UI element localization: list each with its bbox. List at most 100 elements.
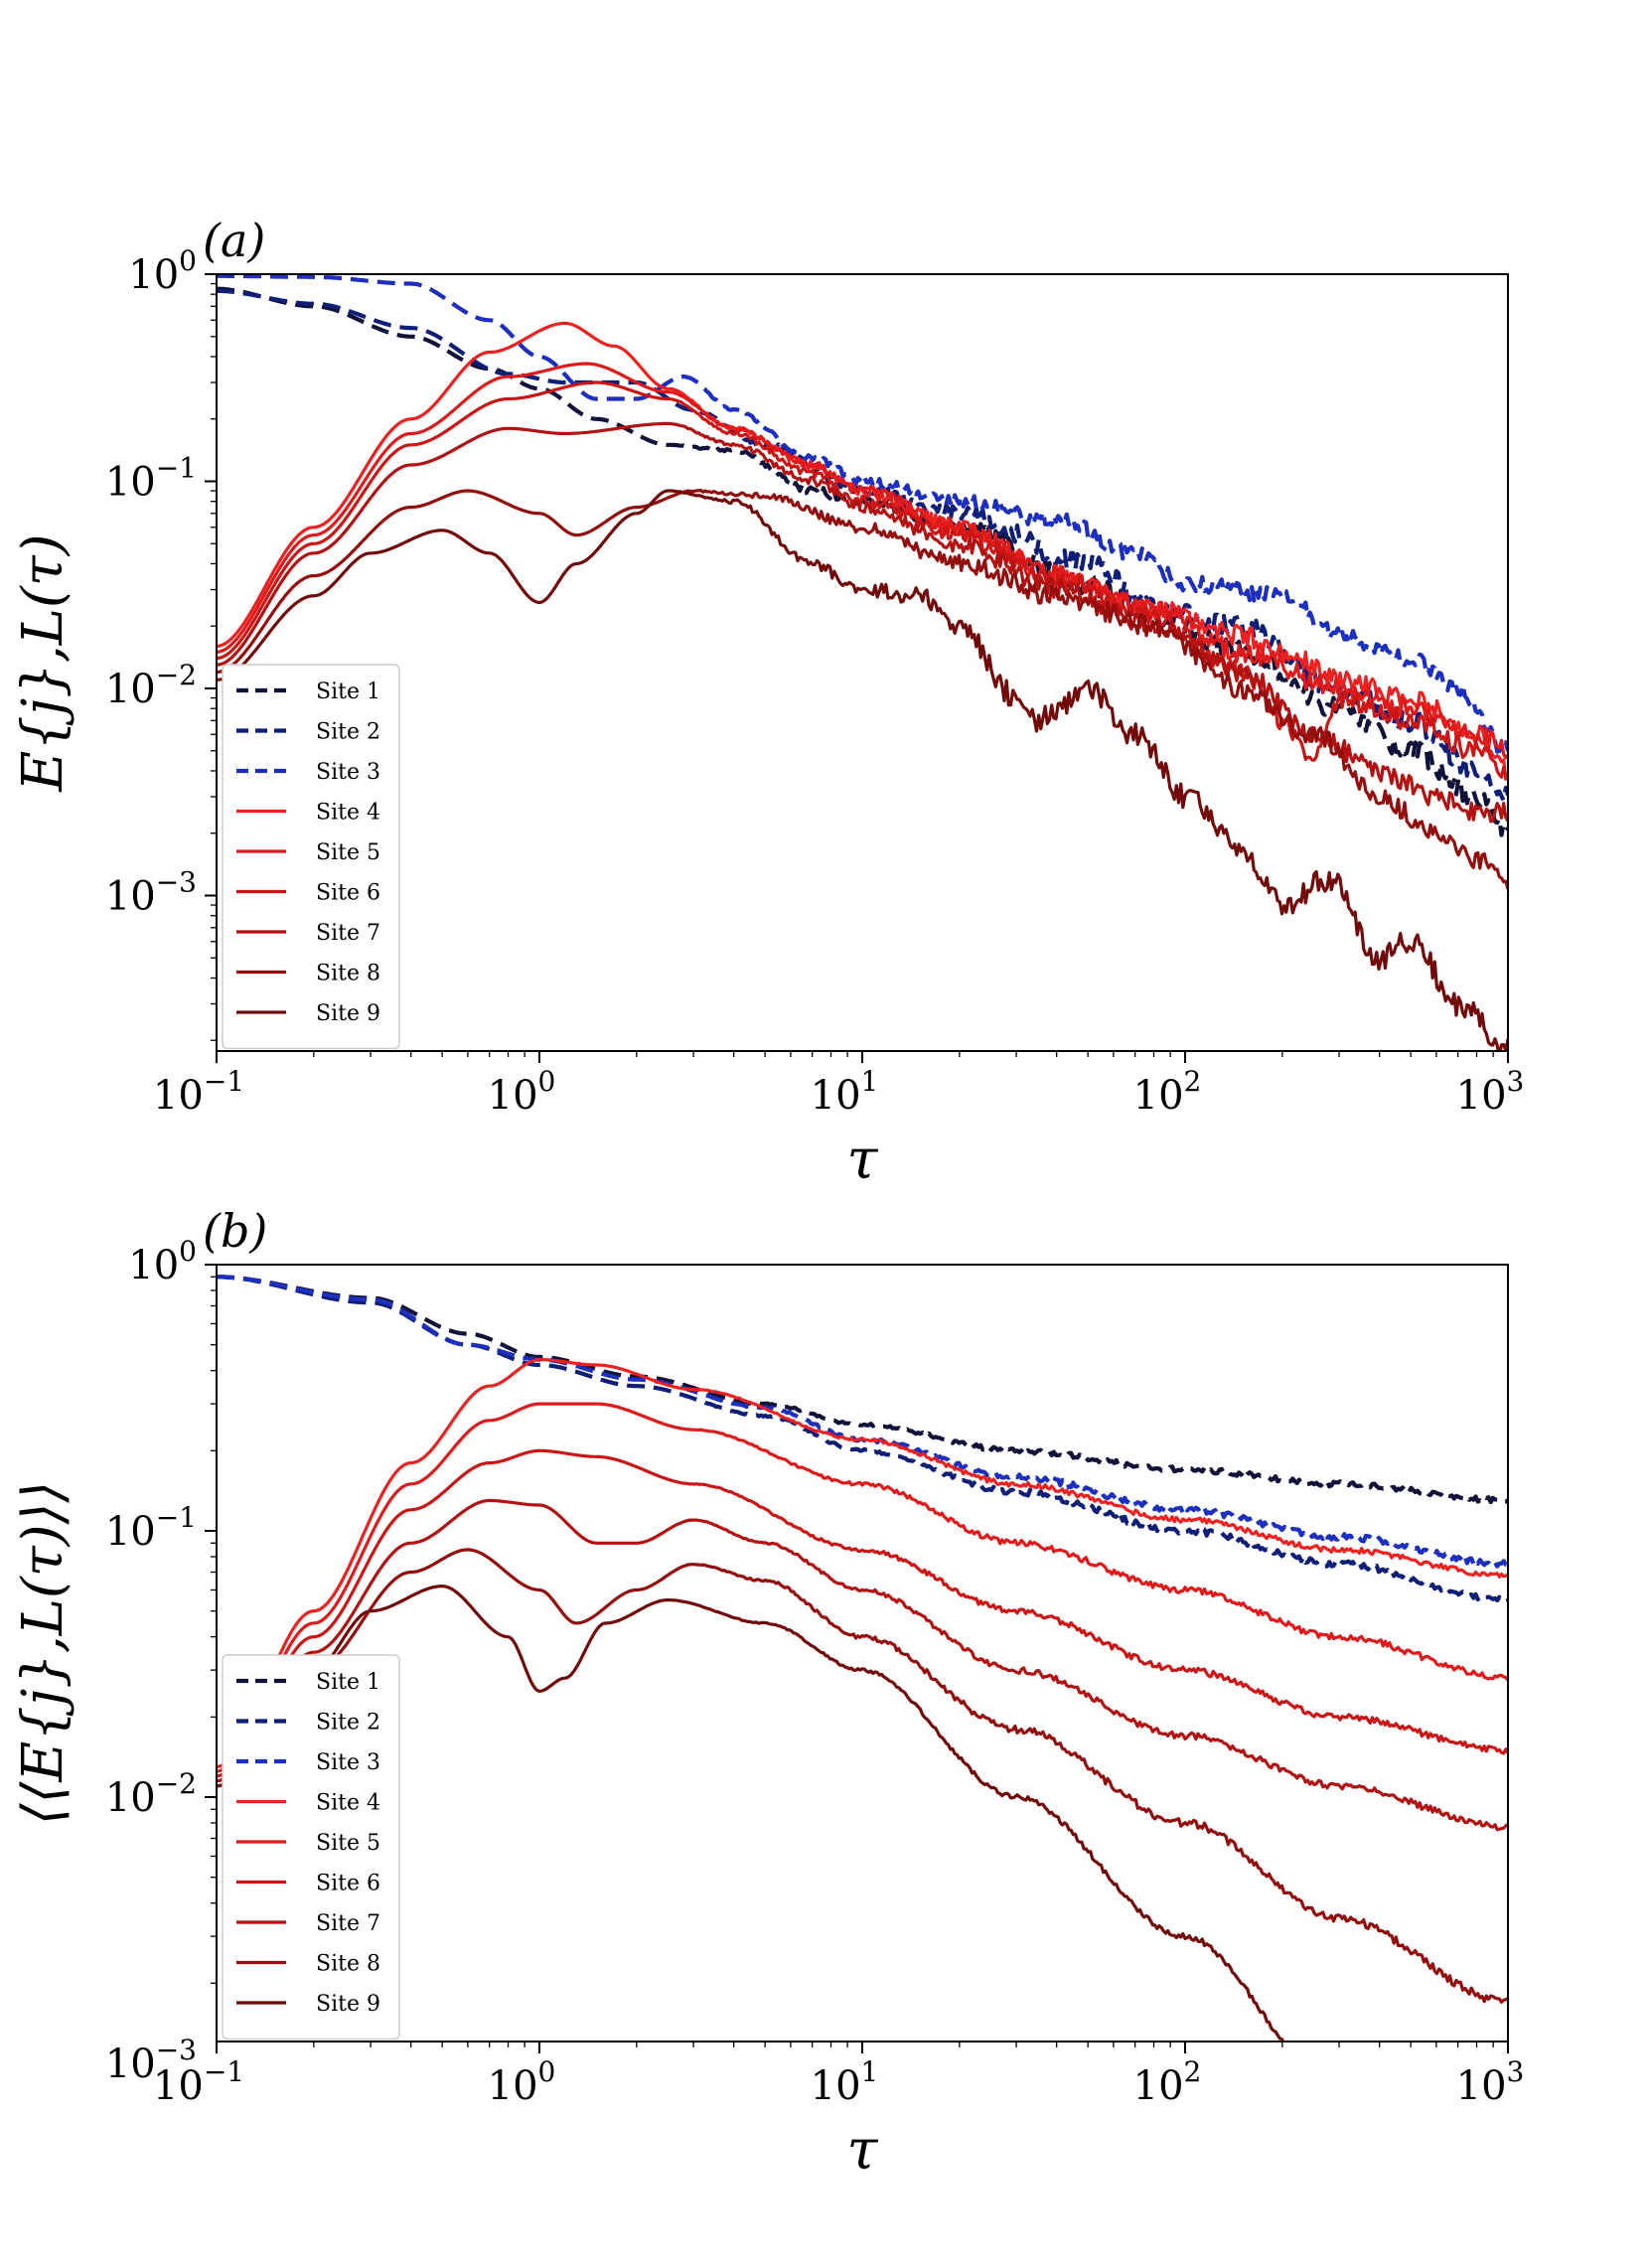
x-tick-base: 10 — [811, 2063, 861, 2109]
panel-label: (b) — [203, 1204, 267, 1258]
legend-label: Site 6 — [316, 881, 380, 906]
x-tick-base: 10 — [1133, 2063, 1184, 2109]
legend-label: Site 6 — [316, 1872, 380, 1896]
y-tick-label: 10−1 — [105, 1501, 197, 1555]
y-tick-base: 10 — [105, 1509, 156, 1555]
y-tick-exponent: 0 — [179, 244, 197, 277]
x-tick-label: 100 — [488, 2055, 556, 2109]
x-axis-label: τ — [847, 1128, 879, 1192]
legend-label: Site 8 — [316, 1952, 380, 1977]
y-tick-base: 10 — [105, 1775, 156, 1821]
y-tick-label: 100 — [128, 1235, 197, 1288]
x-tick-exponent: 1 — [861, 2055, 879, 2088]
legend-frame — [222, 1654, 400, 2041]
x-tick-label: 101 — [811, 2055, 879, 2109]
x-tick-label: 10−1 — [153, 1065, 244, 1119]
legend-label: Site 7 — [316, 921, 380, 946]
y-tick-label: 10−1 — [105, 452, 197, 506]
legend-label: Site 2 — [316, 720, 380, 745]
legend-label: Site 7 — [316, 1911, 380, 1936]
x-tick-exponent: 0 — [538, 1065, 556, 1098]
legend-label: Site 3 — [316, 760, 380, 785]
series-line-site-5 — [217, 1402, 1508, 1773]
x-tick-exponent: 2 — [1184, 2055, 1202, 2088]
legend-label: Site 4 — [316, 801, 380, 826]
x-tick-label: 10−1 — [153, 2055, 244, 2109]
x-tick-label: 101 — [811, 1065, 879, 1119]
series-line-site-9 — [217, 1585, 1285, 2041]
x-tick-exponent: 1 — [861, 1065, 879, 1098]
series-line-site-6 — [217, 1448, 1508, 1778]
y-tick-exponent: −1 — [156, 452, 197, 485]
series-group — [217, 274, 1508, 1051]
legend-label: Site 1 — [316, 1670, 380, 1695]
series-line-site-1 — [217, 1275, 1508, 1505]
y-tick-exponent: −3 — [156, 2034, 197, 2066]
series-line-site-8 — [217, 488, 1508, 890]
legend-label: Site 3 — [316, 1750, 380, 1775]
x-tick-label: 102 — [1133, 2055, 1202, 2109]
series-line-site-6 — [217, 380, 1508, 779]
x-tick-exponent: 3 — [1507, 2055, 1525, 2088]
legend-frame — [222, 664, 400, 1050]
y-tick-exponent: 0 — [179, 1235, 197, 1268]
series-line-site-5 — [217, 362, 1508, 760]
x-tick-exponent: 0 — [538, 2055, 556, 2088]
y-tick-exponent: −3 — [156, 866, 197, 899]
y-tick-label: 10−2 — [105, 659, 197, 712]
series-line-site-2 — [217, 288, 1508, 803]
series-line-site-7 — [217, 1498, 1508, 1832]
y-tick-label: 10−3 — [105, 866, 197, 920]
series-line-site-3 — [217, 274, 1508, 754]
x-tick-base: 10 — [1133, 1073, 1184, 1119]
x-tick-label: 102 — [1133, 1065, 1202, 1119]
series-line-site-9 — [217, 489, 1508, 1051]
x-tick-exponent: 3 — [1507, 1065, 1525, 1098]
legend-label: Site 5 — [316, 1831, 380, 1856]
y-tick-label: 100 — [128, 244, 197, 298]
x-tick-base: 10 — [488, 1073, 538, 1119]
panel-a: 10−1 100 101 102 10310010−110−210−3(a)τE{j},… — [11, 214, 1524, 1192]
y-tick-label: 10−3 — [105, 2034, 197, 2087]
x-tick-base: 10 — [1456, 2063, 1507, 2109]
legend-label: Site 1 — [316, 680, 380, 704]
legend: Site 1 Site 2 Site 3 Site 4 Site 5 Site 6 Site… — [222, 1654, 400, 2041]
y-tick-exponent: −2 — [156, 659, 197, 691]
y-axis-label: ⟨⟨E{j},L(τ)⟩⟩ — [11, 1481, 75, 1826]
y-tick-base: 10 — [128, 1243, 179, 1288]
x-axis-label: τ — [847, 2118, 879, 2183]
series-line-site-8 — [217, 1548, 1508, 2004]
y-tick-base: 10 — [105, 874, 156, 920]
legend: Site 1 Site 2 Site 3 Site 4 Site 5 Site 6 Site… — [222, 664, 400, 1050]
panel-b: 10−1 100 101 102 10310010−110−210−3(b)τ⟨⟨E{j… — [11, 1204, 1525, 2183]
y-tick-base: 10 — [128, 252, 179, 298]
x-tick-base: 10 — [811, 1073, 861, 1119]
x-tick-base: 10 — [488, 2063, 538, 2109]
x-tick-label: 103 — [1456, 1065, 1525, 1119]
x-tick-base: 10 — [153, 2063, 204, 2109]
legend-label: Site 2 — [316, 1711, 380, 1736]
y-tick-exponent: −1 — [156, 1501, 197, 1534]
y-axis-label: E{j},L(τ) — [11, 533, 75, 792]
x-tick-base: 10 — [153, 1073, 204, 1119]
x-tick-exponent: 2 — [1184, 1065, 1202, 1098]
x-tick-label: 100 — [488, 1065, 556, 1119]
series-line-site-4 — [217, 1358, 1508, 1769]
y-tick-base: 10 — [105, 460, 156, 506]
y-tick-base: 10 — [105, 667, 156, 712]
series-line-site-1 — [217, 286, 1508, 837]
y-tick-label: 10−2 — [105, 1767, 197, 1821]
legend-label: Site 9 — [316, 1001, 380, 1026]
x-tick-label: 103 — [1456, 2055, 1525, 2109]
y-tick-exponent: −2 — [156, 1767, 197, 1800]
series-group — [217, 1275, 1508, 2041]
y-tick-base: 10 — [105, 2041, 156, 2087]
panel-label: (a) — [203, 214, 265, 267]
legend-label: Site 4 — [316, 1791, 380, 1816]
legend-label: Site 8 — [316, 962, 380, 986]
x-tick-exponent: −1 — [204, 2055, 244, 2088]
x-tick-exponent: −1 — [204, 1065, 244, 1098]
legend-label: Site 5 — [316, 840, 380, 865]
legend-label: Site 9 — [316, 1992, 380, 2017]
